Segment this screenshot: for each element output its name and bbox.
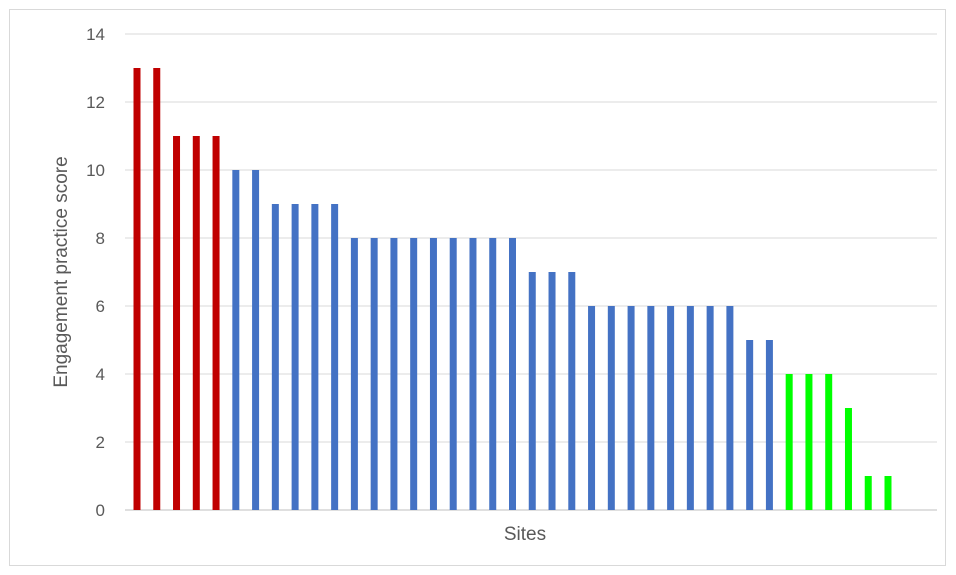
bar	[785, 374, 793, 510]
bar	[429, 238, 437, 510]
bar	[647, 306, 655, 510]
bar	[390, 238, 398, 510]
x-axis-title: Sites	[504, 524, 546, 545]
bar	[192, 136, 200, 510]
bar	[686, 306, 694, 510]
bar	[212, 136, 220, 510]
bar	[568, 272, 576, 510]
y-tick-labels: 0 2 4 6 8 10 12 14	[86, 25, 105, 520]
bar	[765, 340, 773, 510]
y-tick-label: 8	[96, 229, 105, 248]
y-tick-label: 10	[86, 161, 105, 180]
bar	[884, 476, 892, 510]
bar	[726, 306, 734, 510]
bar	[627, 306, 635, 510]
bar	[844, 408, 852, 510]
bar	[449, 238, 457, 510]
bar	[291, 204, 299, 510]
bar	[469, 238, 477, 510]
bar	[410, 238, 418, 510]
bar	[173, 136, 181, 510]
bar	[153, 68, 161, 510]
y-tick-label: 4	[96, 365, 105, 384]
bar	[509, 238, 516, 510]
bar	[370, 238, 378, 510]
y-axis-title: Engagement practice score	[51, 156, 72, 387]
y-tick-label: 12	[86, 93, 105, 112]
bar	[232, 170, 240, 510]
gridlines	[125, 33, 937, 511]
bar	[489, 238, 497, 510]
bar	[864, 476, 872, 510]
bar	[350, 238, 358, 510]
y-tick-label: 6	[96, 297, 105, 316]
bar	[311, 204, 319, 510]
bar	[331, 204, 339, 510]
bar	[706, 306, 714, 510]
bar	[607, 306, 615, 510]
bar	[133, 68, 141, 510]
bar	[805, 374, 813, 510]
y-tick-label: 0	[96, 501, 105, 520]
bar	[528, 272, 536, 510]
bar	[548, 272, 556, 510]
bar	[667, 306, 675, 510]
y-tick-label: 2	[96, 433, 105, 452]
bar	[252, 170, 260, 510]
bars	[133, 68, 892, 510]
bar	[588, 306, 596, 510]
bar	[825, 374, 833, 510]
y-tick-label: 14	[86, 25, 105, 44]
bar	[746, 340, 754, 510]
bar	[271, 204, 279, 510]
